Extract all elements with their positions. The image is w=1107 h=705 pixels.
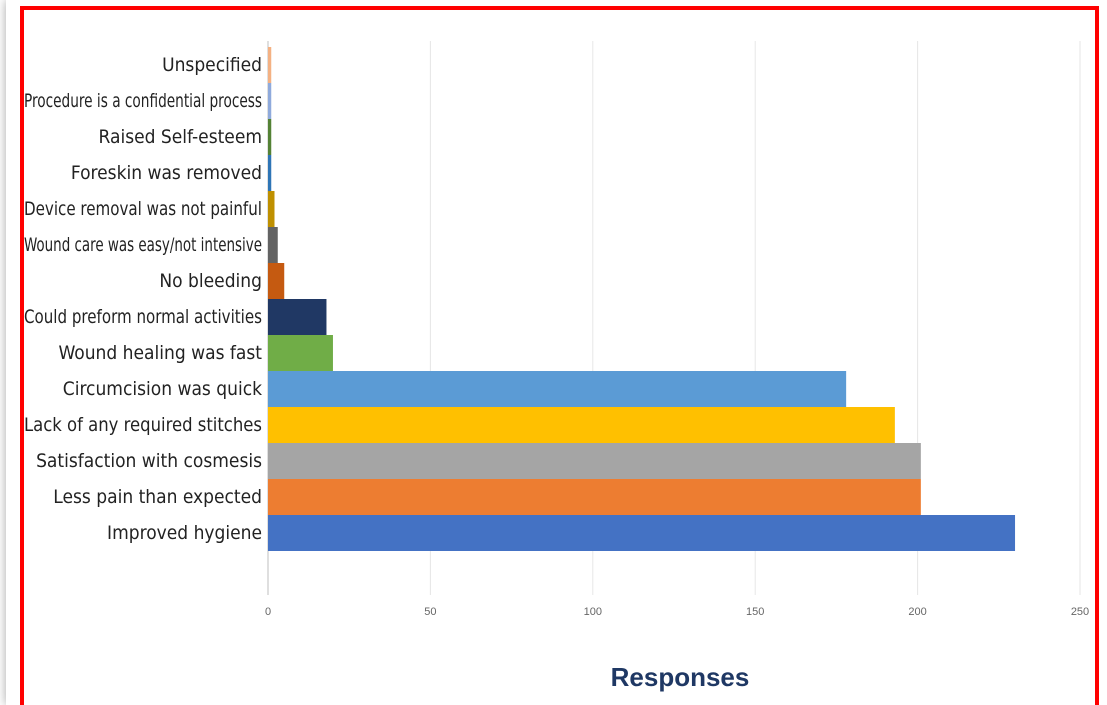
- bar: [268, 83, 272, 119]
- category-label: Unspecified: [162, 54, 262, 76]
- category-label: Device removal was not painful: [24, 198, 262, 220]
- bar: [268, 407, 895, 443]
- category-label: Less pain than expected: [53, 486, 262, 508]
- category-label: No bleeding: [159, 270, 262, 292]
- x-tick-label: 150: [746, 606, 764, 618]
- bar: [268, 47, 272, 83]
- bar: [268, 227, 278, 263]
- category-label: Could preform normal activities: [24, 306, 262, 328]
- category-label: Circumcision was quick: [63, 378, 262, 400]
- x-tick-labels: 0 50 100 150 200 250: [265, 606, 1089, 618]
- bar: [268, 335, 333, 371]
- category-label: Lack of any required stitches: [24, 414, 262, 436]
- category-label: Improved hygiene: [107, 522, 262, 544]
- category-label: Wound healing was fast: [58, 342, 262, 364]
- bar: [268, 119, 272, 155]
- bar: [268, 479, 921, 515]
- bar: [268, 299, 327, 335]
- x-tick-label: 250: [1071, 606, 1089, 618]
- chart-frame: [20, 6, 1099, 705]
- bar: [268, 515, 1016, 551]
- category-label: Procedure is a confidential process: [24, 90, 262, 112]
- x-tick-label: 50: [424, 606, 436, 618]
- bar: [268, 155, 272, 191]
- category-label: Foreskin was removed: [71, 162, 262, 184]
- category-label: Raised Self-esteem: [99, 126, 262, 148]
- x-axis-title: Responses: [611, 662, 750, 692]
- bar: [268, 371, 847, 407]
- category-labels: Unspecified Procedure is a confidential p…: [24, 54, 262, 544]
- x-tick-label: 100: [584, 606, 602, 618]
- bar: [268, 443, 921, 479]
- bar: [268, 263, 285, 299]
- category-label: Wound care was easy/not intensive: [24, 234, 262, 256]
- x-tick-label: 0: [265, 606, 271, 618]
- x-tick-label: 200: [908, 606, 926, 618]
- category-label: Satisfaction with cosmesis: [36, 450, 262, 472]
- bar: [268, 191, 275, 227]
- bars: [268, 47, 1016, 551]
